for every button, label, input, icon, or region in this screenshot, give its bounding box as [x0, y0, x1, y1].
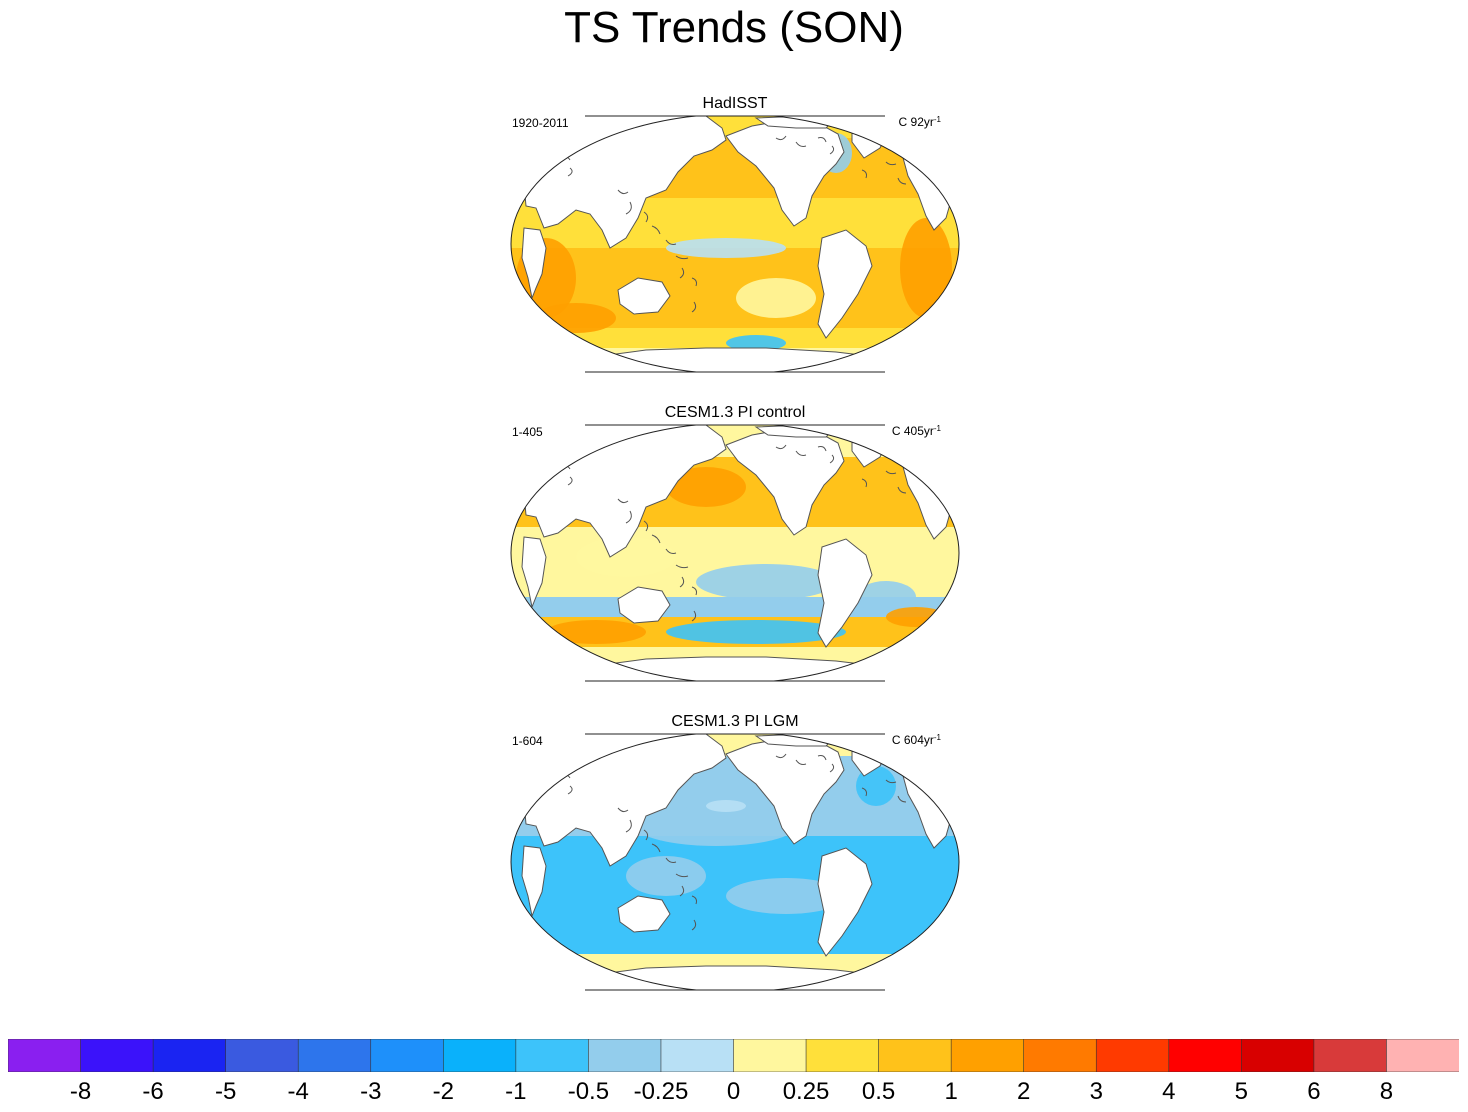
map-outline	[510, 116, 960, 372]
figure-title: TS Trends (SON)	[564, 3, 904, 52]
colorbar-tick-label: 3	[1089, 1078, 1103, 1105]
ocean-field	[511, 425, 959, 681]
colorbar-bin	[733, 1039, 807, 1072]
panel-period: 1-604	[512, 734, 543, 748]
colorbar-bin	[1313, 1039, 1388, 1072]
colorbar-tick-label: -1	[505, 1078, 527, 1105]
colorbar-bin	[515, 1039, 590, 1072]
map-panel-hadisst: HadISST 1920-2011 C 92yr-1	[506, 95, 964, 378]
colorbar-bin	[805, 1039, 880, 1072]
panel-units: C 604yr-1	[891, 733, 941, 747]
colorbar-tick-label: -0.25	[633, 1078, 689, 1105]
panel-title: CESM1.3 PI LGM	[671, 713, 799, 730]
colorbar-tick-label: -3	[360, 1078, 382, 1105]
panel-units: C 92yr-1	[898, 115, 941, 129]
colorbar-tick-label: 1	[944, 1078, 958, 1105]
panel-title: HadISST	[702, 95, 768, 112]
ocean-field	[511, 734, 959, 990]
colorbar-bin	[1168, 1039, 1243, 1072]
landmass-africa	[521, 845, 547, 918]
colorbar-bin	[660, 1039, 735, 1072]
panel-title: CESM1.3 PI control	[664, 404, 806, 421]
landmass-africa	[521, 227, 547, 300]
map-outline	[510, 425, 960, 681]
landmass-australia	[617, 895, 671, 933]
map-outline	[510, 734, 960, 990]
landmass-arctic_is	[754, 425, 838, 438]
panel-units: C 405yr-1	[891, 424, 941, 438]
colorbar-tick-label: 0	[726, 1078, 741, 1105]
landmass-australia	[617, 586, 671, 624]
colorbar-tick-label: -2	[432, 1078, 454, 1105]
colorbar-tick-label: 0.5	[861, 1078, 896, 1105]
landmass-samerica	[817, 847, 873, 957]
colorbar-bin	[1023, 1039, 1098, 1072]
panel-period: 1-405	[512, 425, 543, 439]
colorbar-bin	[1386, 1039, 1459, 1072]
colorbar-bin	[297, 1039, 372, 1072]
colorbar-tick-label: 5	[1234, 1078, 1249, 1105]
landmass-africa	[521, 536, 547, 609]
colorbar-tick-label: -5	[214, 1078, 237, 1105]
colorbar-tick-label: 0.25	[782, 1078, 830, 1105]
panel-period: 1920-2011	[512, 116, 569, 130]
ocean-field	[511, 116, 959, 372]
landmass-australia	[617, 277, 671, 315]
colorbar-tick-label: -0.5	[567, 1078, 610, 1105]
landmass-arctic_is	[754, 116, 838, 129]
colorbar-tick-label: 8	[1379, 1078, 1394, 1105]
landmass-samerica	[817, 538, 873, 648]
colorbar-bin	[1241, 1039, 1315, 1072]
colorbar-bin	[225, 1039, 299, 1072]
map-cesm-lgm	[510, 733, 960, 991]
colorbar-bin	[878, 1039, 952, 1072]
colorbar-tick-label: -4	[287, 1078, 309, 1105]
colorbar-tick-label: 6	[1307, 1078, 1321, 1105]
colorbar-bin	[370, 1039, 445, 1072]
map-panel-cesm-lgm: CESM1.3 PI LGM 1-604 C 604yr-1	[506, 713, 964, 996]
colorbar	[8, 1039, 1459, 1072]
map-hadisst	[510, 115, 960, 373]
landmass-samerica	[817, 229, 873, 339]
colorbar-tick-label: -6	[142, 1078, 164, 1105]
landmass-arctic_is	[754, 734, 838, 747]
colorbar-tick-label: 4	[1162, 1078, 1176, 1105]
colorbar-bin	[442, 1039, 517, 1072]
colorbar-tick-label: -8	[69, 1078, 92, 1105]
colorbar-bin	[950, 1039, 1025, 1072]
colorbar-bin	[80, 1039, 154, 1072]
colorbar-bin	[588, 1039, 662, 1072]
colorbar-bin	[1095, 1039, 1170, 1072]
map-cesm-control	[510, 424, 960, 682]
colorbar-tick-label: 2	[1017, 1078, 1031, 1105]
colorbar-bin	[152, 1039, 227, 1072]
colorbar-bin	[8, 1039, 82, 1072]
map-panel-cesm-control: CESM1.3 PI control 1-405 C 405yr-1	[506, 404, 964, 687]
